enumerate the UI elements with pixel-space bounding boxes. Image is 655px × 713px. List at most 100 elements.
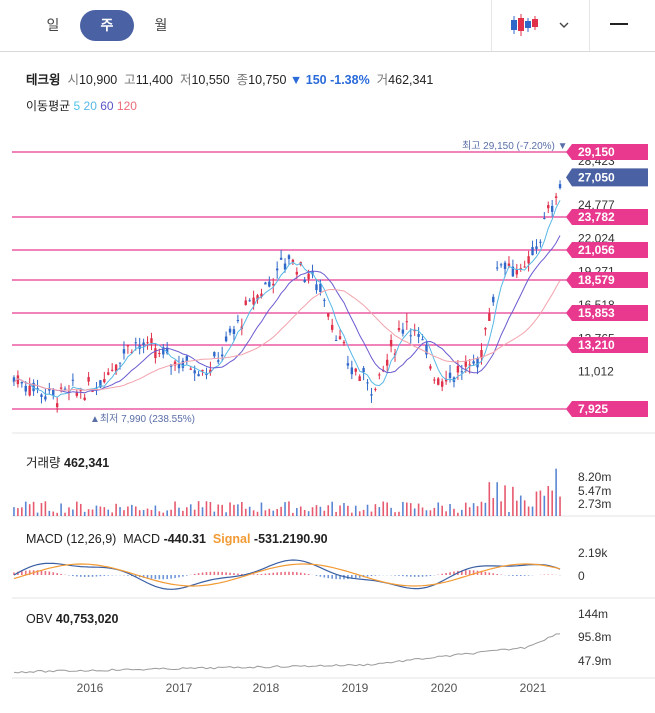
volume-value: 462,341	[388, 73, 434, 87]
tab-week[interactable]: 주	[80, 10, 134, 41]
candle-body	[162, 347, 165, 355]
candle-body	[224, 336, 228, 342]
macd-histogram-bar	[472, 570, 475, 575]
volume-bar	[523, 500, 526, 516]
macd-histogram-bar	[508, 575, 510, 576]
volume-bar	[197, 501, 200, 516]
obv-tick: 47.9m	[578, 654, 611, 668]
close-value: 10,750	[248, 73, 287, 87]
volume-bar	[150, 509, 153, 516]
chart-type-select[interactable]	[506, 12, 576, 38]
volume-bar	[244, 508, 247, 516]
x-tick: 2020	[431, 681, 458, 695]
volume-bar	[189, 504, 192, 516]
candle-body	[543, 217, 546, 219]
candle-body	[429, 366, 432, 369]
macd-histogram-bar	[252, 574, 255, 575]
macd-histogram-bar	[276, 572, 278, 575]
candle-body	[409, 335, 412, 337]
macd-histogram-bar	[256, 574, 259, 575]
candle-body	[248, 300, 251, 302]
current-price-bg	[566, 168, 648, 187]
macd-histogram-bar	[205, 572, 208, 575]
candle-body	[515, 269, 519, 275]
macd-histogram-bar	[484, 571, 487, 575]
volume-bar	[221, 504, 223, 516]
candle-body	[36, 388, 39, 390]
candle-body	[165, 347, 169, 354]
volume-panel-value: 462,341	[64, 456, 110, 470]
volume-bar	[111, 512, 113, 516]
macd-title: MACD (12,26,9)	[26, 532, 117, 546]
volume-bar	[138, 510, 141, 516]
volume-bar	[413, 508, 416, 516]
macd-histogram-bar	[48, 571, 51, 575]
candle-body	[558, 184, 562, 189]
macd-histogram-bar	[103, 575, 106, 576]
candle-body	[323, 299, 326, 301]
volume-bar	[76, 501, 78, 516]
candle-body	[370, 394, 373, 396]
tab-month[interactable]: 월	[154, 17, 168, 33]
candle-body	[523, 266, 526, 268]
volume-bar	[115, 503, 117, 516]
volume-bar	[366, 504, 369, 516]
volume-bar	[213, 511, 216, 516]
macd-histogram-bar	[260, 573, 263, 575]
tab-day[interactable]: 일	[46, 17, 60, 33]
chevron-down-icon	[559, 22, 569, 28]
candle-body	[126, 345, 130, 347]
volume-bar	[429, 510, 432, 516]
candle-body	[366, 382, 369, 384]
volume-bar	[248, 506, 251, 516]
volume-bar	[217, 504, 220, 516]
volume-bar	[134, 506, 137, 516]
candle-body	[539, 241, 542, 243]
volume-bar	[468, 507, 471, 516]
candle-body	[495, 267, 499, 269]
volume-bar	[307, 511, 310, 516]
candle-body	[499, 264, 503, 266]
candle-body	[142, 342, 145, 346]
volume-bar	[347, 505, 349, 516]
candle-body	[283, 263, 287, 270]
macd-histogram-bar	[146, 575, 149, 579]
candle-body	[307, 273, 310, 280]
macd-histogram-bar	[83, 575, 86, 577]
candle-body	[272, 283, 275, 286]
macd-histogram-bar	[358, 575, 361, 578]
volume-bar	[237, 504, 239, 516]
ma-label: 이동평균	[26, 99, 71, 113]
volume-bar	[299, 506, 302, 516]
candle-body	[205, 373, 208, 376]
moving-average-legend[interactable]: 이동평균 5 20 60 120	[26, 97, 137, 114]
volume-bar	[539, 490, 542, 516]
candle-body	[460, 371, 464, 373]
volume-bar	[472, 503, 475, 516]
candle-body	[338, 336, 342, 340]
candle-body	[209, 369, 212, 373]
macd-histogram-bar	[406, 575, 408, 577]
ma20-line	[13, 200, 561, 398]
volume-bar	[516, 500, 518, 516]
volume-bar	[406, 502, 408, 516]
candle-body	[417, 333, 420, 337]
candle-body	[421, 339, 424, 341]
volume-bar	[323, 510, 326, 516]
volume-label: 거	[376, 73, 389, 87]
volume-bar	[457, 512, 459, 516]
level-badge-bg	[566, 305, 648, 322]
macd-histogram-bar	[335, 575, 337, 580]
volume-bar	[32, 501, 35, 516]
volume-bar	[409, 503, 412, 516]
volume-bar	[461, 509, 463, 516]
macd-histogram-bar	[284, 571, 286, 575]
macd-histogram-bar	[28, 570, 31, 575]
macd-line	[13, 559, 561, 590]
x-tick: 2016	[77, 681, 104, 695]
candle-body	[480, 349, 483, 358]
volume-bar	[166, 510, 168, 516]
menu-button[interactable]	[602, 14, 638, 38]
macd-histogram-bar	[233, 573, 235, 575]
